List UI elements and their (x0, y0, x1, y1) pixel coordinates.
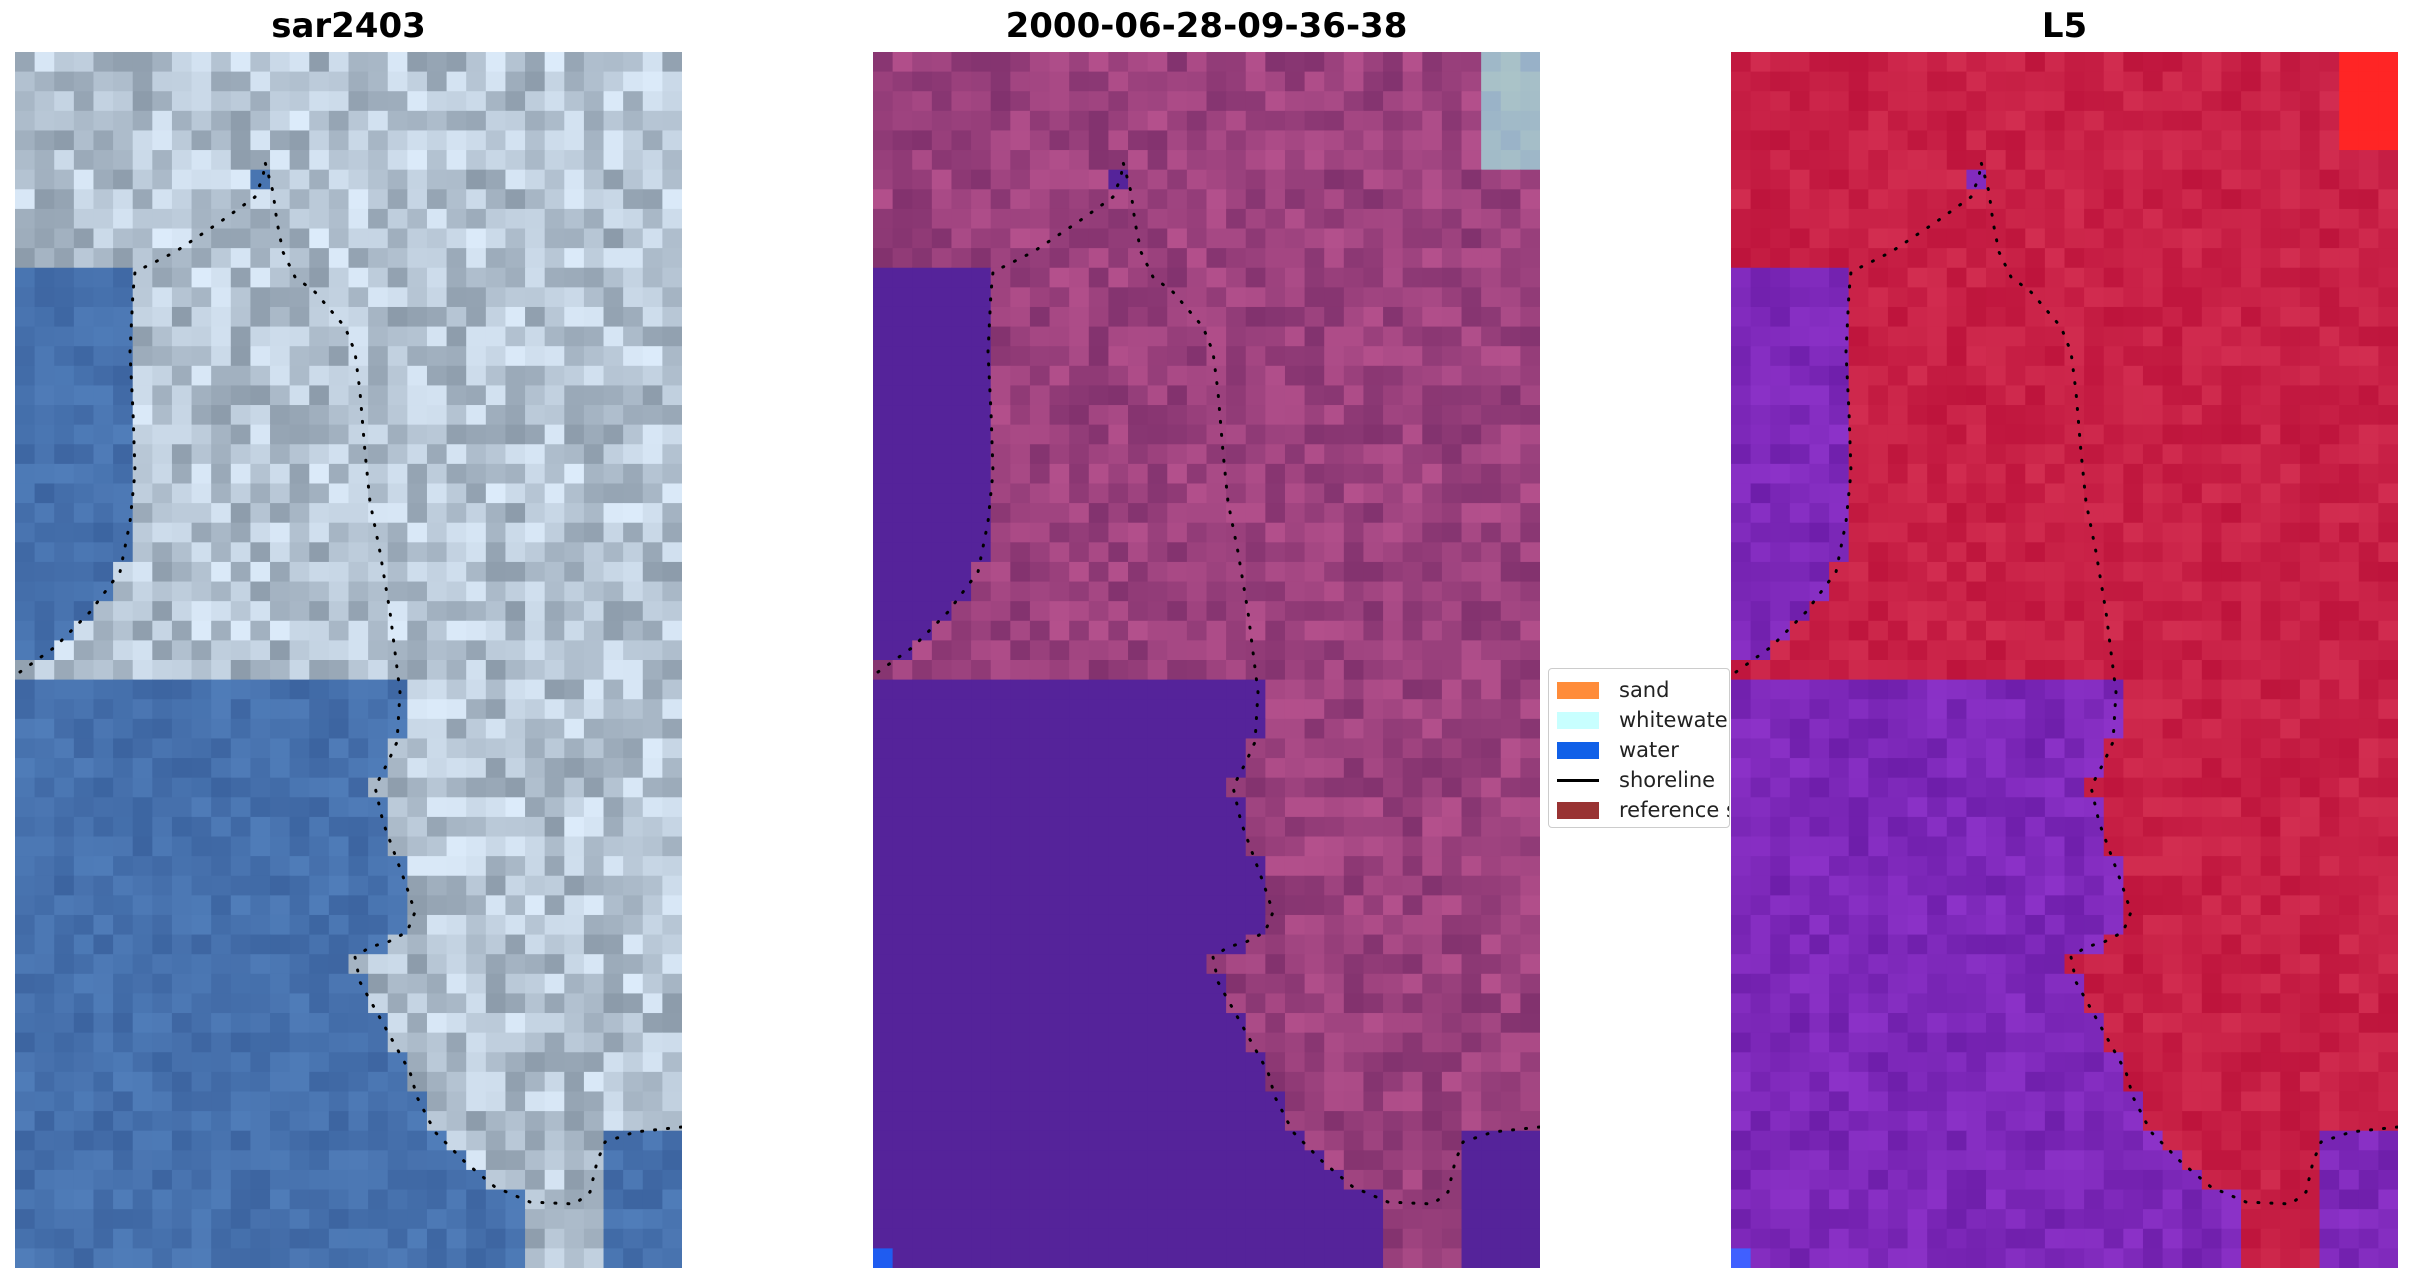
pixel-grid (873, 52, 1540, 1268)
pixel-grid (15, 52, 682, 1268)
legend: sand whitewater water shoreline referenc… (1548, 668, 1730, 828)
legend-label-reference: reference s (1619, 798, 1730, 822)
legend-label-shoreline: shoreline (1619, 768, 1716, 792)
legend-item-whitewater: whitewater (1557, 708, 1730, 732)
legend-item-shoreline: shoreline (1557, 768, 1716, 792)
shoreline-line-swatch (1557, 778, 1599, 782)
reference-swatch (1557, 801, 1599, 819)
panel-title-rgb: sar2403 (271, 6, 426, 46)
whitewater-swatch (1557, 711, 1599, 729)
legend-item-sand: sand (1557, 678, 1670, 702)
index-image-panel (1731, 52, 2398, 1268)
rgb-image-panel (15, 52, 682, 1268)
sand-swatch (1557, 681, 1599, 699)
legend-item-water: water (1557, 738, 1679, 762)
legend-label-whitewater: whitewater (1619, 708, 1730, 732)
pixel-grid (1731, 52, 2398, 1268)
legend-item-reference: reference s (1557, 798, 1730, 822)
water-swatch (1557, 741, 1599, 759)
classification-image-panel (873, 52, 1540, 1268)
legend-label-sand: sand (1619, 678, 1670, 702)
panel-title-index: L5 (2041, 6, 2088, 46)
legend-label-water: water (1619, 738, 1679, 762)
panel-title-classification: 2000-06-28-09-36-38 (1005, 6, 1408, 46)
